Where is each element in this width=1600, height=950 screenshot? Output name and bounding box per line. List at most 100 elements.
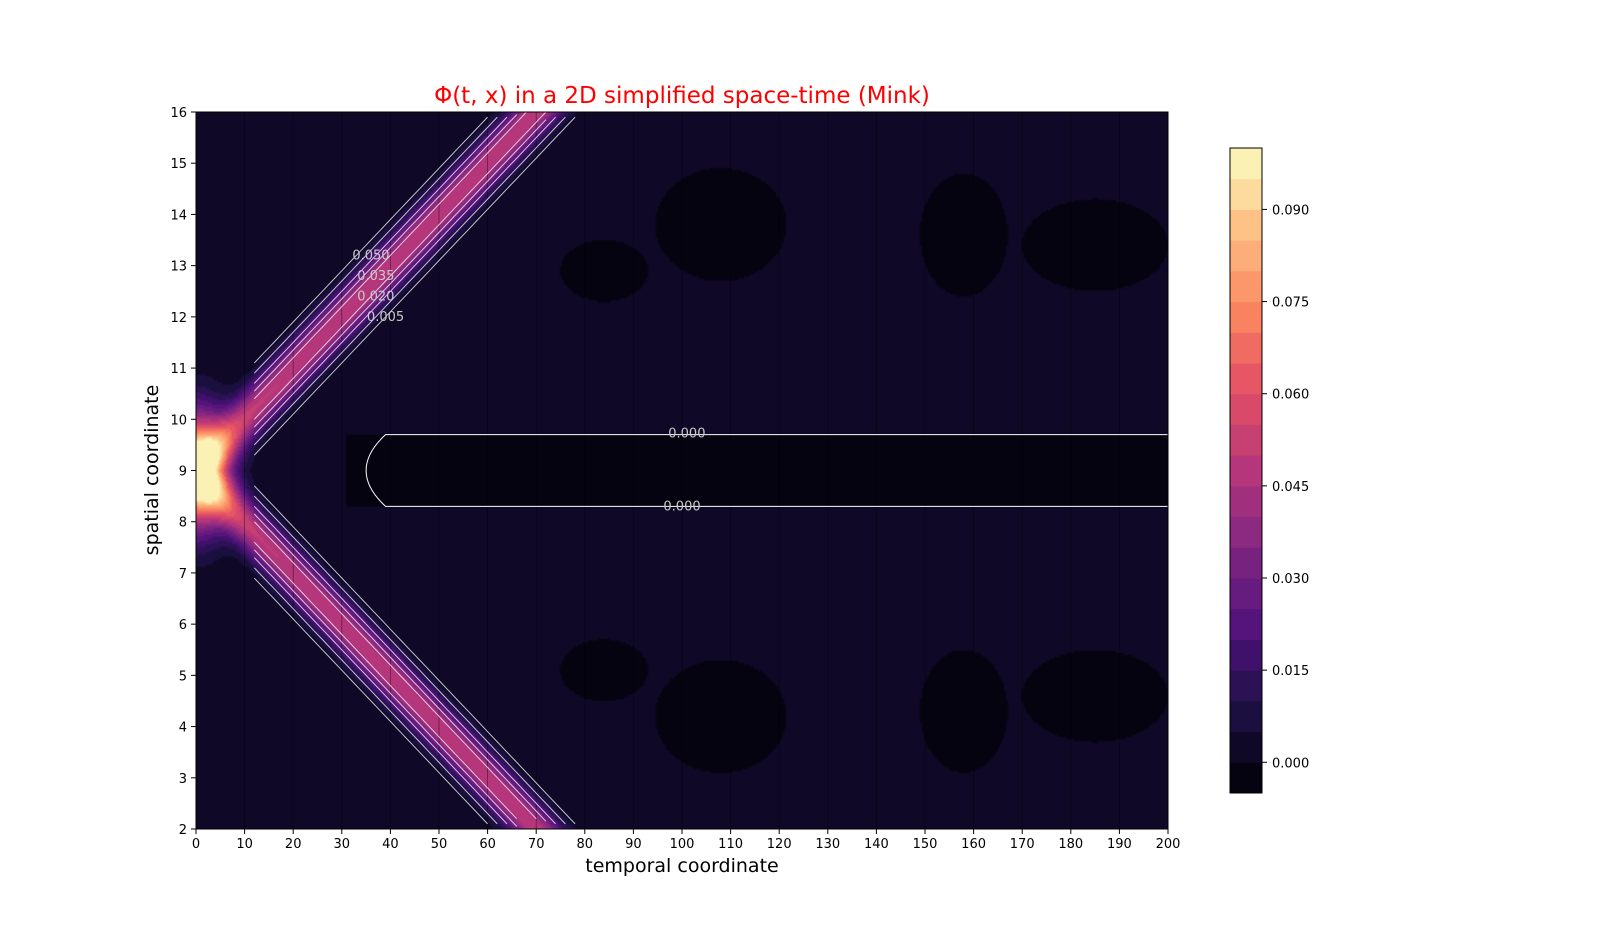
colorbar-level	[1230, 578, 1262, 610]
colorbar-level	[1230, 209, 1262, 241]
colorbar-level	[1230, 700, 1262, 733]
colorbar-level	[1230, 516, 1262, 548]
contour-line	[253, 577, 488, 825]
contour-label: 0.035	[357, 269, 394, 284]
colorbar-level	[1230, 670, 1262, 702]
x-axis: 0 10 20 30 40 50 60 70 80 90 100 110 120 130 140 150 160…	[192, 829, 1181, 852]
x-tick-label: 180	[1058, 837, 1083, 852]
contour-line	[253, 111, 527, 400]
colorbar-tick-label: 0.090	[1272, 203, 1309, 218]
colorbar-level	[1230, 178, 1262, 210]
y-axis-label: spatial coordinate	[141, 385, 163, 556]
x-tick-label: 90	[625, 837, 642, 852]
y-tick-label: 2	[179, 823, 187, 838]
x-axis-label: temporal coordinate	[585, 855, 778, 877]
chart-title: Φ(t, x) in a 2D simplified space-time (M…	[434, 83, 930, 109]
y-tick-label: 12	[170, 311, 187, 326]
colorbar-tick-label: 0.000	[1272, 756, 1309, 771]
contour-line	[253, 549, 518, 827]
colorbar-level	[1230, 148, 1262, 180]
x-tick-label: 190	[1107, 837, 1132, 852]
plot-area: 0.050 0.035 0.020 0.005 0.000 0.000	[195, 111, 1169, 830]
contour-line	[253, 521, 537, 820]
contour-line	[253, 116, 556, 436]
colorbar-level	[1230, 639, 1262, 671]
colorbar-level	[1230, 270, 1262, 303]
contour-line	[253, 495, 566, 825]
x-tick-label: 130	[815, 837, 840, 852]
colorbar-level	[1230, 424, 1262, 456]
contour-line	[253, 116, 498, 374]
x-tick-label: 160	[961, 837, 986, 852]
contour-labels: 0.050 0.035 0.020 0.005 0.000 0.000	[352, 248, 705, 514]
colorbar-tick-label: 0.015	[1272, 664, 1309, 679]
y-tick-label: 11	[170, 362, 187, 377]
x-tick-label: 0	[192, 837, 200, 852]
contour-label: 0.005	[367, 310, 404, 325]
contour-line	[253, 111, 547, 420]
contour-label: 0.000	[663, 499, 700, 514]
contour-label: 0.020	[357, 289, 394, 304]
contour-line	[253, 116, 566, 446]
contour-line-negative-band	[365, 434, 1168, 507]
x-tick-label: 170	[1010, 837, 1035, 852]
y-tick-label: 7	[179, 567, 187, 582]
y-tick-label: 10	[170, 413, 187, 428]
colorbar-tick-label: 0.060	[1272, 388, 1309, 403]
colorbar-level	[1230, 240, 1262, 272]
contour-label: 0.050	[352, 248, 389, 263]
x-tick-label: 70	[528, 837, 545, 852]
colorbar-level	[1230, 762, 1262, 794]
y-tick-label: 8	[179, 516, 187, 531]
y-tick-label: 16	[170, 106, 187, 121]
x-tick-label: 200	[1156, 837, 1181, 852]
colorbar-level	[1230, 363, 1262, 395]
x-tick-label: 80	[577, 837, 594, 852]
x-tick-label: 40	[382, 837, 399, 852]
y-tick-label: 6	[179, 618, 187, 633]
y-axis: 2 3 4 5 6 7 8 9 10 11 12 13 14 15 16	[170, 106, 196, 838]
colorbar-level	[1230, 485, 1262, 518]
colorbar-level	[1230, 455, 1262, 487]
contour-line	[253, 116, 508, 384]
contour-label: 0.000	[668, 427, 705, 442]
contour-line	[253, 505, 556, 825]
y-tick-label: 14	[170, 208, 187, 223]
x-tick-label: 30	[334, 837, 351, 852]
x-tick-label: 60	[479, 837, 496, 852]
colorbar-level	[1230, 393, 1262, 425]
contour-line	[253, 541, 518, 820]
y-tick-label: 4	[179, 721, 187, 736]
contour-line	[253, 119, 547, 428]
x-tick-label: 110	[718, 837, 743, 852]
colorbar-tick-label: 0.075	[1272, 296, 1309, 311]
contour-lines	[244, 111, 1168, 829]
y-tick-label: 13	[170, 260, 187, 275]
x-tick-label: 10	[236, 837, 253, 852]
y-tick-label: 9	[179, 465, 187, 480]
x-tick-label: 100	[670, 837, 695, 852]
colorbar-frame	[1229, 147, 1263, 794]
x-tick-label: 120	[767, 837, 792, 852]
colorbar-level	[1230, 301, 1262, 333]
y-tick-label: 5	[179, 669, 187, 684]
x-tick-label: 50	[431, 837, 448, 852]
colorbar-level	[1230, 547, 1262, 579]
contour-line	[253, 513, 547, 822]
x-tick-label: 20	[285, 837, 302, 852]
field-heatmap	[196, 112, 1168, 829]
y-tick-label: 15	[170, 157, 187, 172]
x-tick-label: 140	[864, 837, 889, 852]
contour-line	[253, 485, 576, 825]
contour-line	[253, 116, 576, 456]
x-tick-label: 150	[913, 837, 938, 852]
colorbar: 0.000 0.015 0.030 0.045 0.060 0.075 0.090	[1229, 147, 1309, 794]
colorbar-level	[1230, 608, 1262, 640]
contour-line	[253, 557, 508, 825]
y-tick-label: 3	[179, 772, 187, 787]
contour-line	[253, 114, 518, 392]
colorbar-level	[1230, 731, 1262, 763]
colorbar-level	[1230, 332, 1262, 364]
colorbar-tick-label: 0.045	[1272, 480, 1309, 495]
